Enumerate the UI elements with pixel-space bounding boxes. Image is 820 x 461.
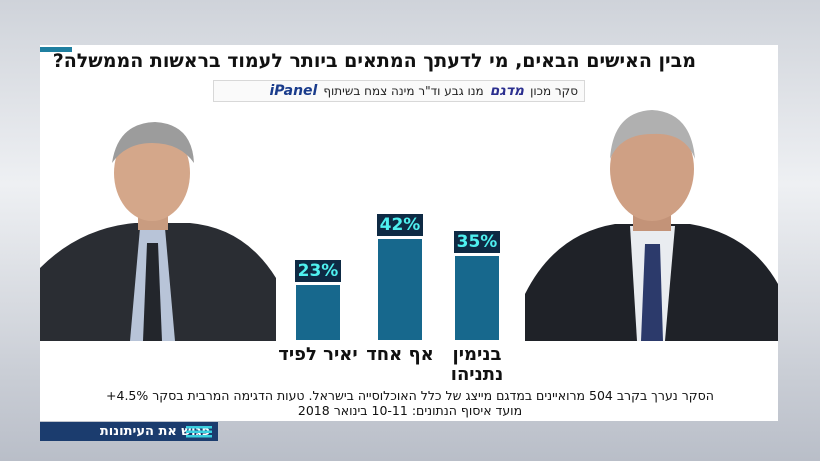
chart-title: מבין האישים הבאים, מי לדעתך המתאים ביותר… [52, 50, 696, 72]
program-banner: פגוש את העיתונות [40, 422, 218, 441]
banner-icon [186, 426, 212, 438]
source: סקר מכון מדגם מנו גבע וד"ר מינה צמח בשית… [213, 80, 585, 102]
logo: iPanel [269, 83, 318, 99]
note: הסקר נערך בקרב 504 מרואיינים במדגם מייצג… [106, 388, 714, 403]
logo: מדגם [489, 83, 525, 99]
value-label: 35% [454, 231, 500, 253]
photo-right [525, 104, 778, 341]
source-text: מנו גבע וד"ר מינה צמח בשיתוף [323, 84, 484, 98]
note: מועד איסוף הנתונים: 10-11 בינואר 2018 [297, 403, 523, 418]
category-label: אף אחד [366, 344, 434, 365]
value-label: 23% [295, 259, 341, 282]
photo-left [40, 118, 276, 341]
bar [296, 284, 340, 340]
value-label: 42% [377, 214, 423, 237]
accent [40, 47, 72, 52]
category-label: יאיר לפיד [278, 344, 358, 365]
bar [378, 239, 422, 340]
category-label: בנימין נתניהו [450, 344, 504, 385]
bar [455, 256, 499, 340]
source-text: סקר מכון [530, 84, 578, 98]
